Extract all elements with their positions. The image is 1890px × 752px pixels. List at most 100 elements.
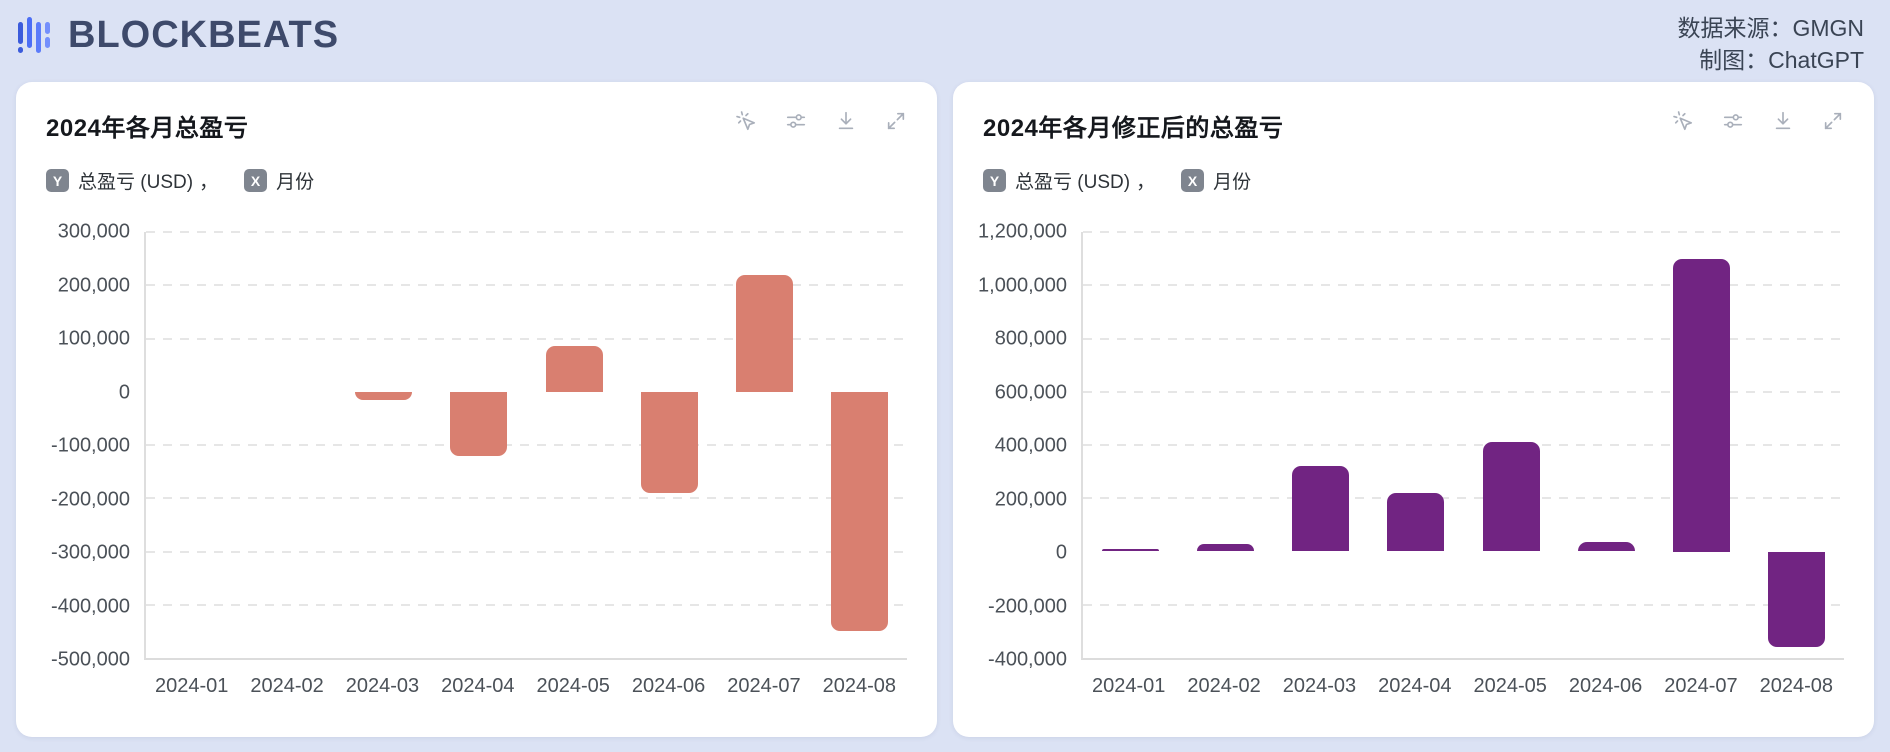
- x-axis-tick-label: 2024-03: [1282, 674, 1357, 697]
- header: BLOCKBEATS 数据来源：GMGN 制图：ChatGPT: [0, 0, 1890, 82]
- bar-2024-03[interactable]: [1292, 466, 1350, 552]
- blockbeats-logo-icon: [18, 17, 50, 53]
- chart-credit-line: 制图：ChatGPT: [1699, 47, 1864, 73]
- gridline: [146, 497, 907, 500]
- charts-row: 2024年各月总盈亏: [0, 82, 1890, 752]
- y-axis-tick-label: 800,000: [994, 327, 1067, 350]
- chart-card-monthly-pnl: 2024年各月总盈亏: [16, 82, 937, 737]
- gridline: [1083, 390, 1844, 393]
- gridline: [1083, 284, 1844, 287]
- download-icon[interactable]: [835, 110, 857, 132]
- x-axis-tick-label: 2024-07: [727, 674, 801, 697]
- sliders-icon[interactable]: [785, 110, 807, 132]
- x-axis-tick-label: 2024-02: [1187, 674, 1261, 697]
- bar-2024-07[interactable]: [1672, 258, 1730, 552]
- x-axis-tick-label: 2024-08: [1759, 674, 1834, 697]
- x-axis-tick-label: 2024-04: [1378, 674, 1452, 697]
- chart-toolbar: [735, 108, 907, 132]
- legend-separator: ，: [199, 172, 219, 193]
- axis-legend: Y 总盈亏 (USD) ， X 月份: [983, 167, 1844, 194]
- y-axis-tick-label: -200,000: [51, 488, 130, 510]
- bar-2024-05[interactable]: [1482, 442, 1540, 552]
- chart-toolbar: [1672, 108, 1844, 132]
- y-axis-tick-label: 1,200,000: [978, 220, 1067, 243]
- pointer-click-icon[interactable]: [735, 110, 757, 132]
- sliders-icon[interactable]: [1722, 110, 1744, 132]
- card-header: 2024年各月总盈亏: [46, 108, 907, 143]
- blockbeats-logo: BLOCKBEATS: [16, 12, 339, 58]
- y-axis-tick-label: -300,000: [51, 541, 130, 564]
- bar-2024-08[interactable]: [1767, 551, 1825, 648]
- download-icon[interactable]: [1772, 110, 1794, 132]
- x-axis-tick-label: 2024-08: [822, 674, 897, 697]
- blockbeats-logo-text: BLOCKBEATS: [68, 13, 340, 56]
- plot-area: [144, 231, 907, 660]
- bar-2024-06[interactable]: [640, 391, 698, 493]
- gridline: [146, 550, 907, 553]
- y-axis-tick-label: 100,000: [57, 327, 130, 350]
- gridline: [1083, 497, 1844, 500]
- y-axis-labels: 1,200,000 1,000,000 800,000 600,000 400,000 2…: [978, 221, 1081, 671]
- x-axis-tick-label: 2024-05: [1473, 674, 1547, 697]
- gridline: [1083, 231, 1844, 233]
- bar-2024-04[interactable]: [450, 391, 508, 456]
- y-axis-tick-label: -400,000: [51, 595, 130, 617]
- gridline: [146, 603, 907, 606]
- y-axis-labels: 300,000 200,000 100,000 0 -100,000 -200,000 -3…: [46, 221, 144, 671]
- x-axis-tick-label: 2024-03: [345, 674, 420, 697]
- y-axis-badge: Y: [46, 169, 69, 192]
- axis-legend: Y 总盈亏 (USD) ， X 月份: [46, 167, 907, 194]
- plot-area: [1081, 231, 1844, 660]
- bar-2024-03[interactable]: [355, 391, 413, 400]
- bar-2024-02[interactable]: [1197, 543, 1255, 552]
- y-axis-tick-label: 300,000: [57, 220, 130, 243]
- y-axis-field-label: 总盈亏 (USD): [78, 172, 194, 193]
- x-axis-tick-label: 2024-01: [154, 674, 229, 697]
- chart-title: 2024年各月修正后的总盈亏: [983, 115, 1284, 142]
- gridline: [146, 337, 907, 340]
- data-source-line: 数据来源：GMGN: [1677, 15, 1864, 41]
- gridline: [146, 231, 907, 233]
- x-axis-tick-label: 2024-06: [1568, 674, 1643, 697]
- x-axis-labels: 2024-01 2024-02 2024-03 2024-04 2024-05 2024-…: [1081, 660, 1844, 704]
- bar-2024-01[interactable]: [1102, 548, 1160, 552]
- expand-icon[interactable]: [1822, 110, 1844, 132]
- bar-2024-04[interactable]: [1387, 492, 1445, 552]
- y-axis-tick-label: 200,000: [57, 274, 130, 296]
- y-axis-tick-label: 1,000,000: [978, 274, 1067, 296]
- bar-2024-06[interactable]: [1577, 542, 1635, 552]
- bar-chart-monthly-pnl: 300,000 200,000 100,000 0 -100,000 -200,000 -3…: [46, 221, 907, 704]
- chart-card-adjusted-pnl: 2024年各月修正后的总盈亏: [953, 82, 1874, 737]
- bar-chart-adjusted-pnl: 1,200,000 1,000,000 800,000 600,000 400,000 2…: [978, 221, 1844, 704]
- gridline: [1083, 603, 1844, 606]
- y-axis-tick-label: -400,000: [988, 648, 1067, 671]
- expand-icon[interactable]: [885, 110, 907, 132]
- bar-2024-08[interactable]: [830, 391, 888, 632]
- x-axis-labels: 2024-01 2024-02 2024-03 2024-04 2024-05 2024-…: [144, 660, 907, 704]
- x-axis-badge: X: [1181, 169, 1205, 192]
- x-axis-tick-label: 2024-07: [1664, 674, 1738, 697]
- y-axis-field-label: 总盈亏 (USD): [1015, 172, 1131, 193]
- legend-separator: ，: [1136, 172, 1156, 193]
- x-axis-field-label: 月份: [1213, 172, 1252, 193]
- y-axis-tick-label: -100,000: [51, 434, 130, 457]
- x-axis-tick-label: 2024-06: [631, 674, 706, 697]
- x-axis-badge: X: [244, 169, 268, 192]
- attribution: 数据来源：GMGN 制图：ChatGPT: [1677, 12, 1864, 76]
- x-axis-tick-label: 2024-01: [1091, 674, 1166, 697]
- y-axis-badge: Y: [983, 169, 1006, 192]
- y-axis-tick-label: 600,000: [994, 381, 1067, 403]
- pointer-click-icon[interactable]: [1672, 110, 1694, 132]
- bar-2024-05[interactable]: [545, 346, 603, 392]
- gridline: [1083, 444, 1844, 446]
- y-axis-tick-label: 0: [1055, 541, 1067, 564]
- y-axis-tick-label: -200,000: [988, 595, 1067, 617]
- y-axis-tick-label: 200,000: [994, 488, 1067, 510]
- x-axis-field-label: 月份: [276, 172, 315, 193]
- gridline: [146, 444, 907, 446]
- gridline: [1083, 337, 1844, 340]
- x-axis-tick-label: 2024-04: [441, 674, 515, 697]
- bar-2024-07[interactable]: [735, 274, 793, 392]
- y-axis-tick-label: -500,000: [51, 648, 130, 671]
